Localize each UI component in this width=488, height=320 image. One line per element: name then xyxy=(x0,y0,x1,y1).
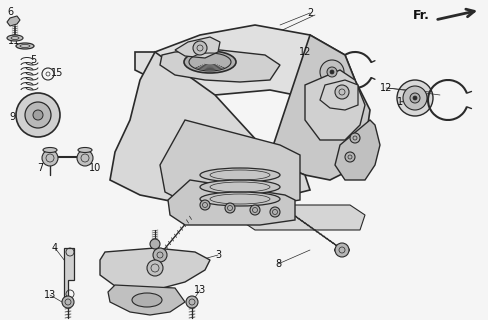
Text: 13: 13 xyxy=(194,285,206,295)
Text: 4: 4 xyxy=(52,243,58,253)
Ellipse shape xyxy=(152,252,167,258)
Ellipse shape xyxy=(7,35,23,41)
Polygon shape xyxy=(335,120,380,180)
Text: 6: 6 xyxy=(7,7,13,17)
Ellipse shape xyxy=(184,51,236,73)
Circle shape xyxy=(413,96,417,100)
Ellipse shape xyxy=(16,43,34,49)
Text: 12: 12 xyxy=(380,83,392,93)
Circle shape xyxy=(397,80,433,116)
Polygon shape xyxy=(305,70,365,140)
Text: 7: 7 xyxy=(37,163,43,173)
Circle shape xyxy=(350,133,360,143)
Polygon shape xyxy=(100,248,210,290)
Circle shape xyxy=(16,93,60,137)
Ellipse shape xyxy=(200,180,280,194)
Text: 8: 8 xyxy=(275,259,281,269)
Polygon shape xyxy=(108,285,185,315)
Circle shape xyxy=(270,207,280,217)
Text: 1: 1 xyxy=(397,97,403,107)
Ellipse shape xyxy=(78,148,92,153)
Circle shape xyxy=(150,239,160,249)
Circle shape xyxy=(193,41,207,55)
Circle shape xyxy=(33,110,43,120)
Polygon shape xyxy=(110,52,310,205)
Polygon shape xyxy=(270,35,370,180)
Text: 15: 15 xyxy=(51,68,63,78)
Polygon shape xyxy=(160,120,300,205)
Polygon shape xyxy=(175,37,220,58)
Text: 12: 12 xyxy=(299,47,311,57)
Polygon shape xyxy=(135,25,355,100)
Text: 14: 14 xyxy=(172,259,184,269)
Text: 11: 11 xyxy=(8,36,20,46)
Text: 1: 1 xyxy=(265,70,271,80)
Circle shape xyxy=(250,205,260,215)
Circle shape xyxy=(147,260,163,276)
Circle shape xyxy=(330,70,334,74)
Circle shape xyxy=(335,243,349,257)
Text: Fr.: Fr. xyxy=(413,9,430,21)
Text: 13: 13 xyxy=(44,290,56,300)
Circle shape xyxy=(77,150,93,166)
Ellipse shape xyxy=(200,168,280,182)
Text: 10: 10 xyxy=(89,163,101,173)
Polygon shape xyxy=(240,205,365,230)
Text: 2: 2 xyxy=(307,8,313,18)
Circle shape xyxy=(200,200,210,210)
Circle shape xyxy=(62,296,74,308)
Polygon shape xyxy=(64,248,74,300)
Polygon shape xyxy=(168,180,295,225)
Text: 9: 9 xyxy=(9,112,15,122)
Circle shape xyxy=(153,248,167,262)
Circle shape xyxy=(410,93,420,103)
Circle shape xyxy=(403,86,427,110)
Circle shape xyxy=(327,67,337,77)
Ellipse shape xyxy=(334,247,349,253)
Polygon shape xyxy=(160,50,280,82)
Circle shape xyxy=(320,60,344,84)
Text: 3: 3 xyxy=(215,250,221,260)
Circle shape xyxy=(314,54,350,90)
Circle shape xyxy=(42,150,58,166)
Ellipse shape xyxy=(200,192,280,206)
Text: 5: 5 xyxy=(30,55,36,65)
Circle shape xyxy=(335,85,349,99)
Ellipse shape xyxy=(132,293,162,307)
Ellipse shape xyxy=(43,148,57,153)
Circle shape xyxy=(186,296,198,308)
Circle shape xyxy=(225,203,235,213)
Circle shape xyxy=(25,102,51,128)
Polygon shape xyxy=(320,80,358,110)
Circle shape xyxy=(345,152,355,162)
Polygon shape xyxy=(7,16,20,26)
